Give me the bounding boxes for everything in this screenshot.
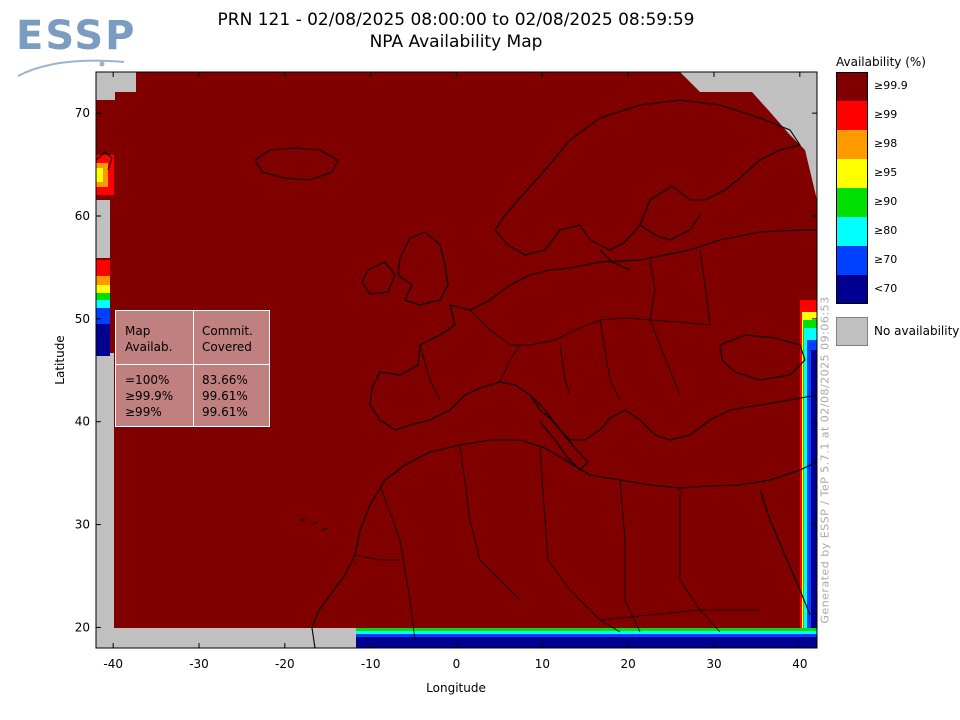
coastlines <box>96 99 817 648</box>
x-tick-label: 20 <box>621 657 636 671</box>
y-tick-label: 20 <box>75 620 90 634</box>
y-tick-label: 50 <box>75 312 90 326</box>
legend-label-7: <70 <box>874 282 898 295</box>
y-tick-label: 60 <box>75 209 90 223</box>
stats-col1-header: Map Availab. <box>125 324 173 354</box>
axis-ticks: -40 -30 -20 -10 0 10 20 30 40 20 30 40 50 60 70 <box>75 72 817 671</box>
x-tick-label: 10 <box>535 657 550 671</box>
x-tick-label: 30 <box>706 657 721 671</box>
no-availability-regions <box>96 72 817 648</box>
south-edge-bands <box>356 628 817 648</box>
y-tick-label: 40 <box>75 415 90 429</box>
essp-logo: ESSP <box>16 14 134 80</box>
legend-label-2: ≥98 <box>874 137 898 150</box>
east-edge-bands <box>800 300 817 648</box>
legend-label-no-availability: No availability <box>874 324 960 338</box>
stats-col1-values: =100% ≥99.9% ≥99% <box>125 373 174 419</box>
legend-title: Availability (%) <box>836 55 926 69</box>
map-title: PRN 121 - 02/08/2025 08:00:00 to 02/08/2… <box>217 10 695 30</box>
logo-text: ESSP <box>16 13 137 59</box>
legend-swatch-no-availability <box>836 317 868 346</box>
legend-swatch-0 <box>836 72 868 101</box>
legend-label-0: ≥99.9 <box>874 79 908 92</box>
x-tick-label: 40 <box>792 657 807 671</box>
legend-label-4: ≥90 <box>874 195 898 208</box>
x-tick-label: -10 <box>361 657 381 671</box>
y-tick-label: 30 <box>75 518 90 532</box>
y-tick-label: 70 <box>75 106 90 120</box>
logo-swoosh-icon <box>17 59 125 77</box>
legend-swatch-4 <box>836 188 868 217</box>
west-edge-band-middle <box>96 258 114 356</box>
legend-swatch-2 <box>836 130 868 159</box>
legend-label-6: ≥70 <box>874 253 898 266</box>
generated-by-text: Generated by ESSP / TeP 5.7.1 at 02/08/2… <box>818 296 832 624</box>
map-subtitle: NPA Availability Map <box>369 32 543 52</box>
x-tick-label: -30 <box>189 657 209 671</box>
stats-col2-values: 83.66% 99.61% 99.61% <box>202 373 248 419</box>
legend-label-5: ≥80 <box>874 224 898 237</box>
stats-divider-vertical <box>193 311 194 426</box>
legend-label-1: ≥99 <box>874 108 898 121</box>
x-tick-label: 0 <box>453 657 461 671</box>
stats-divider-horizontal <box>116 364 269 365</box>
legend-swatch-1 <box>836 101 868 130</box>
x-axis-label: Longitude <box>426 681 486 695</box>
x-tick-label: -40 <box>103 657 123 671</box>
legend-swatch-3 <box>836 159 868 188</box>
y-axis-label: Latitude <box>53 335 67 385</box>
availability-stats-box: Map Availab. Commit. Covered =100% ≥99.9… <box>115 310 270 427</box>
legend-label-3: ≥95 <box>874 166 898 179</box>
stats-col2-header: Commit. Covered <box>202 324 253 354</box>
legend-swatch-6 <box>836 246 868 275</box>
legend-swatch-5 <box>836 217 868 246</box>
legend-colorbar <box>836 72 868 304</box>
x-tick-label: -20 <box>275 657 295 671</box>
legend-swatch-7 <box>836 275 868 304</box>
country-borders <box>354 249 760 641</box>
